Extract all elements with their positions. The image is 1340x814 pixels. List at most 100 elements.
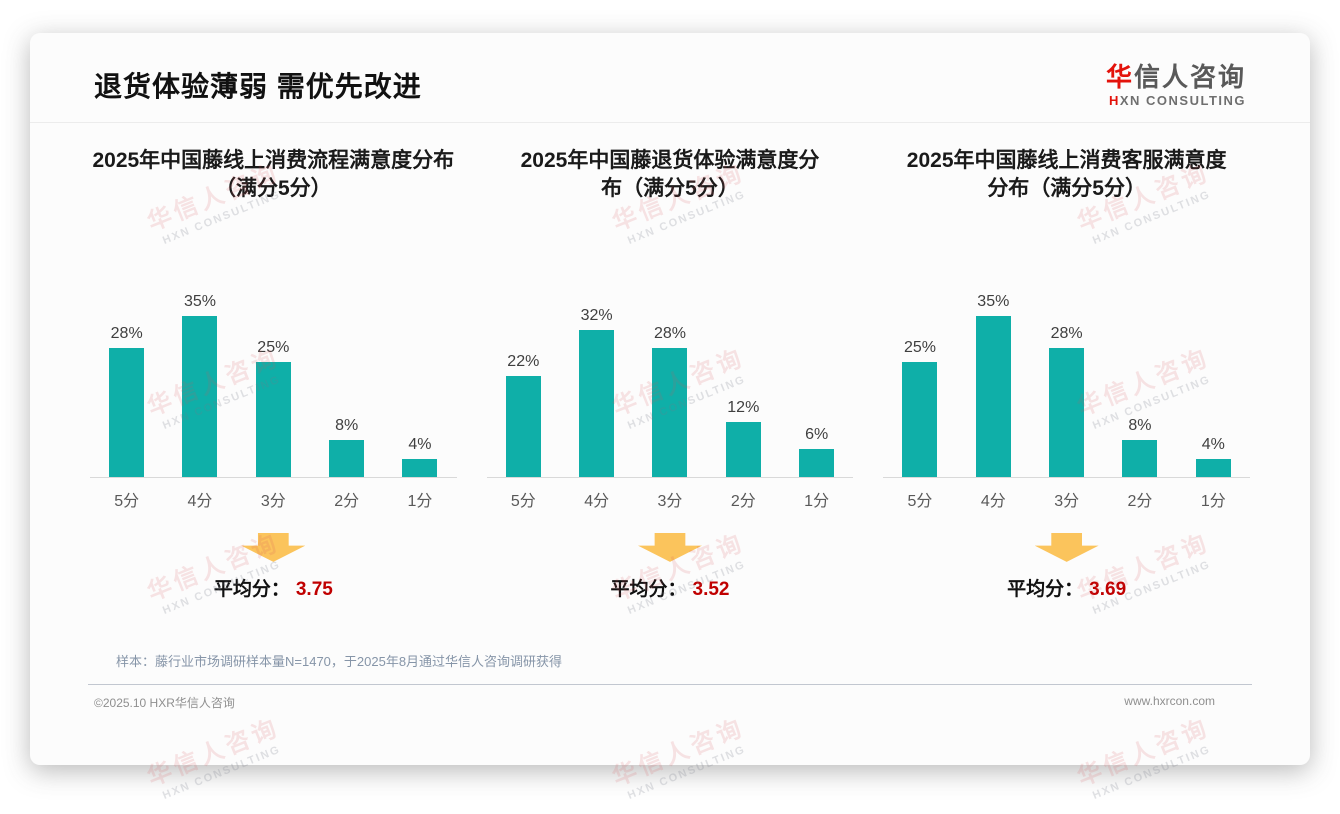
axis-category-label: 1分 [804,492,830,510]
company-logo: 华信人咨询 HXN CONSULTING [1106,63,1246,108]
bar-slot: 28% [633,325,706,477]
average-value: 3.69 [1089,578,1127,600]
average-value: 3.75 [295,578,333,600]
sample-note: 样本：藤行业市场调研样本量N=1470，于2025年8月通过华信人咨询调研获得 [116,653,563,669]
axis-category-label: 2分 [730,492,756,510]
bar-value-label: 8% [1128,417,1152,435]
axis-category-label: 5分 [114,492,140,510]
axis-category-label: 4分 [584,492,610,510]
chart-title: 2025年中国藤线上消费流程满意度分布 （满分5分） [90,147,457,209]
chart-title-line1: 2025年中国藤线上消费流程满意度分布 [92,148,455,172]
axis-category-label: 2分 [334,492,360,510]
axis-category-label: 4分 [980,492,1006,510]
bar-value-label: 25% [903,338,936,356]
axis-category-label: 1分 [1200,492,1226,510]
average-value: 3.52 [692,578,730,600]
bar-slot: 8% [1103,417,1176,477]
logo-en-rest-chars: XN CONSULTING [1119,92,1246,108]
logo-en-accent-char: H [1108,92,1120,108]
page-title: 退货体验薄弱 需优先改进 [94,71,422,103]
bar [799,449,835,477]
chart-return-satisfaction: 2025年中国藤退货体验满意度分 布（满分5分） 22% 32% 28% 12% 6% … [486,147,854,601]
bar [402,458,438,477]
x-axis-labels: 5分 4分 3分 2分 1分 [90,478,457,511]
bar-value-label: 28% [653,325,686,343]
bar [182,315,218,477]
logo-accent-char: 华 [1105,62,1134,92]
bar [902,361,938,477]
logo-rest-chars: 信人咨询 [1133,62,1246,92]
chart-title-line2: 布（满分5分） [601,177,739,201]
average-score: 平均分： 3.52 [487,574,854,601]
bar [109,348,145,477]
chart-title: 2025年中国藤线上消费客服满意度 分布（满分5分） [883,147,1250,209]
charts-row: 2025年中国藤线上消费流程满意度分布 （满分5分） 28% 35% 25% 8% 4%… [30,123,1310,601]
average-score: 平均分： 3.75 [90,574,457,601]
down-arrow-icon [637,532,702,562]
bar-slot: 6% [780,426,853,477]
axis-category-label: 3分 [657,492,683,510]
bar-slot: 35% [957,293,1030,477]
bar-value-label: 25% [257,338,290,356]
bar-value-label: 12% [727,398,760,416]
x-axis-labels: 5分 4分 3分 2分 1分 [883,478,1250,511]
chart-title-line1: 2025年中国藤退货体验满意度分 [520,148,820,172]
bar-value-label: 35% [977,292,1010,310]
bar-plot: 22% 32% 28% 12% 6% [486,281,854,478]
bar-plot: 25% 35% 28% 8% 4% [883,281,1250,478]
chart-title-line2: 分布（满分5分） [987,177,1146,201]
logo-chinese-name: 华信人咨询 [1106,63,1246,92]
bar-value-label: 4% [1201,435,1225,453]
chart-title-line2: （满分5分） [214,177,332,201]
chart-service-satisfaction: 2025年中国藤线上消费客服满意度 分布（满分5分） 25% 35% 28% 8% 4%… [883,147,1250,601]
bar-value-label: 32% [580,306,613,324]
bar-slot: 32% [560,307,633,477]
bar [725,421,761,477]
bar-slot: 25% [883,339,956,477]
average-score: 平均分： 3.69 [883,574,1250,601]
footer: ©2025.10 HXR华信人咨询 www.hxrcon.com [30,685,1310,711]
bar-plot: 28% 35% 25% 8% 4% [90,281,457,478]
bar [652,348,688,477]
bar-slot: 28% [1030,325,1103,477]
bar [505,375,541,477]
axis-category-label: 3分 [260,492,286,510]
bar [1195,458,1231,477]
axis-category-label: 4分 [187,492,213,510]
average-label: 平均分： [213,578,290,600]
bar-value-label: 28% [110,325,143,343]
bar [329,440,365,477]
axis-category-label: 5分 [907,492,933,510]
bar [579,329,615,477]
axis-category-label: 5分 [510,492,536,510]
x-axis-labels: 5分 4分 3分 2分 1分 [487,478,854,511]
bar-slot: 12% [707,399,780,477]
down-arrow-icon [1034,532,1099,562]
copyright-text: ©2025.10 HXR华信人咨询 [94,695,235,710]
bar-value-label: 4% [408,435,432,453]
axis-category-label: 1分 [407,492,433,510]
website-url: www.hxrcon.com [1124,693,1215,708]
bar-slot: 25% [237,339,310,477]
slide-card: 退货体验薄弱 需优先改进 华信人咨询 HXN CONSULTING 2025年中… [30,33,1310,765]
bar [975,315,1011,477]
header: 退货体验薄弱 需优先改进 华信人咨询 HXN CONSULTING [30,33,1310,123]
footer-divider [88,683,1252,685]
bar [1122,440,1158,477]
logo-english-name: HXN CONSULTING [1106,92,1246,108]
bar-value-label: 28% [1050,325,1083,343]
bar [1049,348,1085,477]
axis-category-label: 3分 [1054,492,1080,510]
chart-process-satisfaction: 2025年中国藤线上消费流程满意度分布 （满分5分） 28% 35% 25% 8% 4%… [90,147,457,601]
average-label: 平均分： [1007,578,1084,600]
bar-slot: 28% [90,325,163,477]
bar-slot: 8% [310,417,383,477]
bar-value-label: 8% [335,417,359,435]
bar-value-label: 22% [507,352,540,370]
bar-slot: 35% [163,293,236,477]
bar-slot: 22% [487,353,560,477]
chart-title: 2025年中国藤退货体验满意度分 布（满分5分） [487,147,854,209]
average-label: 平均分： [610,578,687,600]
bar-slot: 4% [383,436,456,477]
chart-title-line1: 2025年中国藤线上消费客服满意度 [906,148,1227,172]
